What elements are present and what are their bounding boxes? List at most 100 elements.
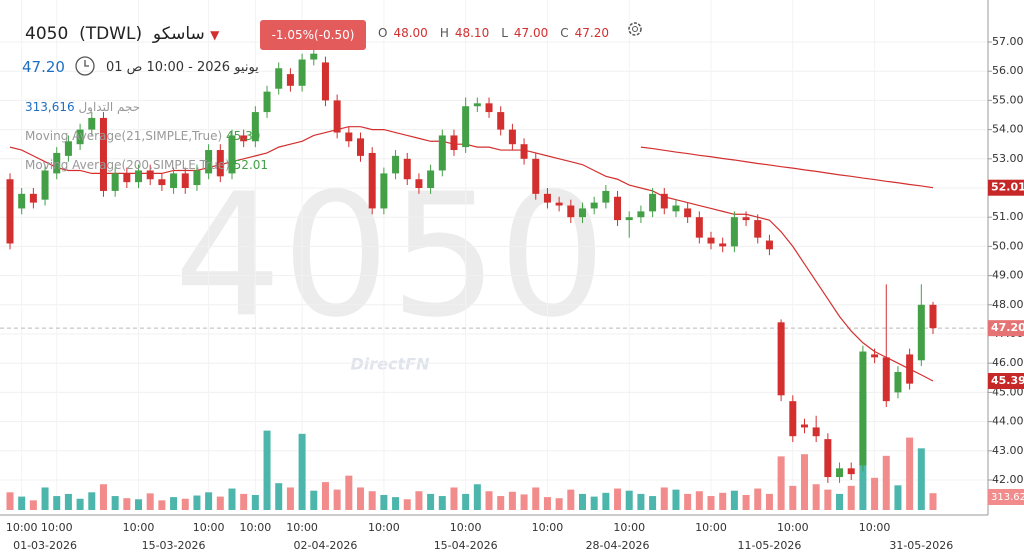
volume-bar: [76, 498, 84, 510]
candle-body: [707, 237, 715, 244]
candle-body: [438, 135, 446, 171]
y-tick-label: 49.00: [992, 269, 1024, 282]
legend-volume: حجم التداول 313,616: [25, 100, 140, 114]
volume-bar: [555, 498, 563, 510]
x-tick-label: 10:00: [193, 521, 225, 534]
volume-bar: [29, 500, 37, 510]
candle-body: [906, 354, 914, 384]
candle-body: [228, 135, 236, 174]
ohlc-key: O: [378, 26, 388, 40]
candle-body: [251, 112, 259, 142]
x-date-label: 31-05-2026: [889, 539, 953, 552]
legend-name: حجم التداول: [78, 100, 141, 114]
volume-bar: [508, 491, 516, 510]
candle-body: [917, 304, 925, 361]
volume-bar: [146, 493, 154, 510]
candle-body: [158, 179, 166, 186]
candle-body: [170, 173, 178, 188]
volume-bar: [193, 495, 201, 510]
volume-bar: [473, 484, 481, 510]
candle-body: [765, 240, 773, 250]
candle-body: [520, 144, 528, 159]
volume-bar: [462, 493, 470, 510]
candle-body: [590, 202, 598, 209]
candle-body: [146, 170, 154, 180]
x-date-label: 15-04-2026: [434, 539, 498, 552]
candle-body: [859, 351, 867, 466]
volume-bar: [18, 496, 26, 510]
x-tick-label: 10:00: [450, 521, 482, 534]
volume-bar: [590, 496, 598, 510]
volume-bar: [357, 487, 365, 510]
ohlc-key: C: [560, 26, 569, 40]
candle-body: [415, 179, 423, 188]
candle-body: [286, 74, 294, 86]
candle-body: [719, 243, 727, 247]
candle-body: [497, 112, 505, 130]
volume-bar: [894, 485, 902, 510]
x-tick-label: 10:00: [859, 521, 891, 534]
candle-body: [789, 401, 797, 437]
volume-bar: [450, 487, 458, 510]
volume-bar: [240, 493, 248, 510]
candle-body: [392, 155, 400, 174]
x-tick-label: 10:00: [777, 521, 809, 534]
last-price: 47.20: [22, 58, 65, 76]
candle-body: [53, 152, 61, 174]
candle-body: [637, 211, 645, 218]
candle-body: [660, 193, 668, 209]
candle-body: [216, 150, 224, 177]
volume-bar: [649, 496, 657, 510]
candle-body: [368, 152, 376, 209]
volume-bar: [497, 496, 505, 510]
volume-bar: [135, 499, 143, 510]
candle-body: [508, 129, 516, 145]
candle-body: [614, 196, 622, 221]
price-marker: [988, 320, 1024, 337]
candle-body: [532, 158, 540, 194]
volume-bar: [427, 493, 435, 510]
volume-bar: [719, 492, 727, 510]
legend-name: Moving Average(200,SIMPLE,True): [25, 158, 230, 172]
volume-bar: [392, 497, 400, 510]
x-date-label: 01-03-2026: [13, 539, 77, 552]
ohlc-value: 47.20: [574, 26, 609, 40]
volume-bar: [765, 493, 773, 510]
y-tick-label: 55.00: [992, 93, 1024, 106]
volume-bar: [403, 499, 411, 510]
volume-bar: [88, 492, 96, 510]
candle-body: [836, 468, 844, 478]
candle-body: [462, 106, 470, 148]
price-marker-label: 45.39: [991, 374, 1024, 387]
candle-body: [321, 62, 329, 101]
watermark-brand: DirectFN: [351, 355, 431, 374]
volume-bar: [228, 488, 236, 510]
y-tick-label: 54.00: [992, 123, 1024, 136]
candle-body: [357, 138, 365, 156]
y-tick-label: 46.00: [992, 356, 1024, 369]
y-tick-label: 48.00: [992, 298, 1024, 311]
candle-body: [473, 103, 481, 107]
candle-body: [64, 141, 72, 156]
candle-body: [29, 193, 37, 203]
candle-body: [543, 193, 551, 203]
candle-body: [567, 205, 575, 218]
candle-body: [99, 117, 107, 191]
volume-bar: [181, 498, 189, 510]
price-marker-label: 52.01: [991, 181, 1024, 194]
candle-body: [695, 217, 703, 238]
volume-bar: [660, 487, 668, 510]
volume-bar: [847, 485, 855, 510]
x-date-label: 28-04-2026: [586, 539, 650, 552]
candle-body: [380, 173, 388, 209]
volume-bar: [614, 488, 622, 510]
symbol-line: 4050 (TDWL) ساسكو ▼: [25, 24, 219, 44]
dropdown-arrow[interactable]: ▼: [210, 28, 220, 42]
volume-bar: [111, 496, 119, 510]
ohlc: O 48.00 H 48.10 L 47.00 C 47.20: [378, 26, 621, 40]
volume-bar: [438, 496, 446, 510]
legend-value: 52.01: [233, 158, 269, 172]
candle-body: [76, 129, 84, 145]
settings-icon[interactable]: [624, 18, 646, 40]
